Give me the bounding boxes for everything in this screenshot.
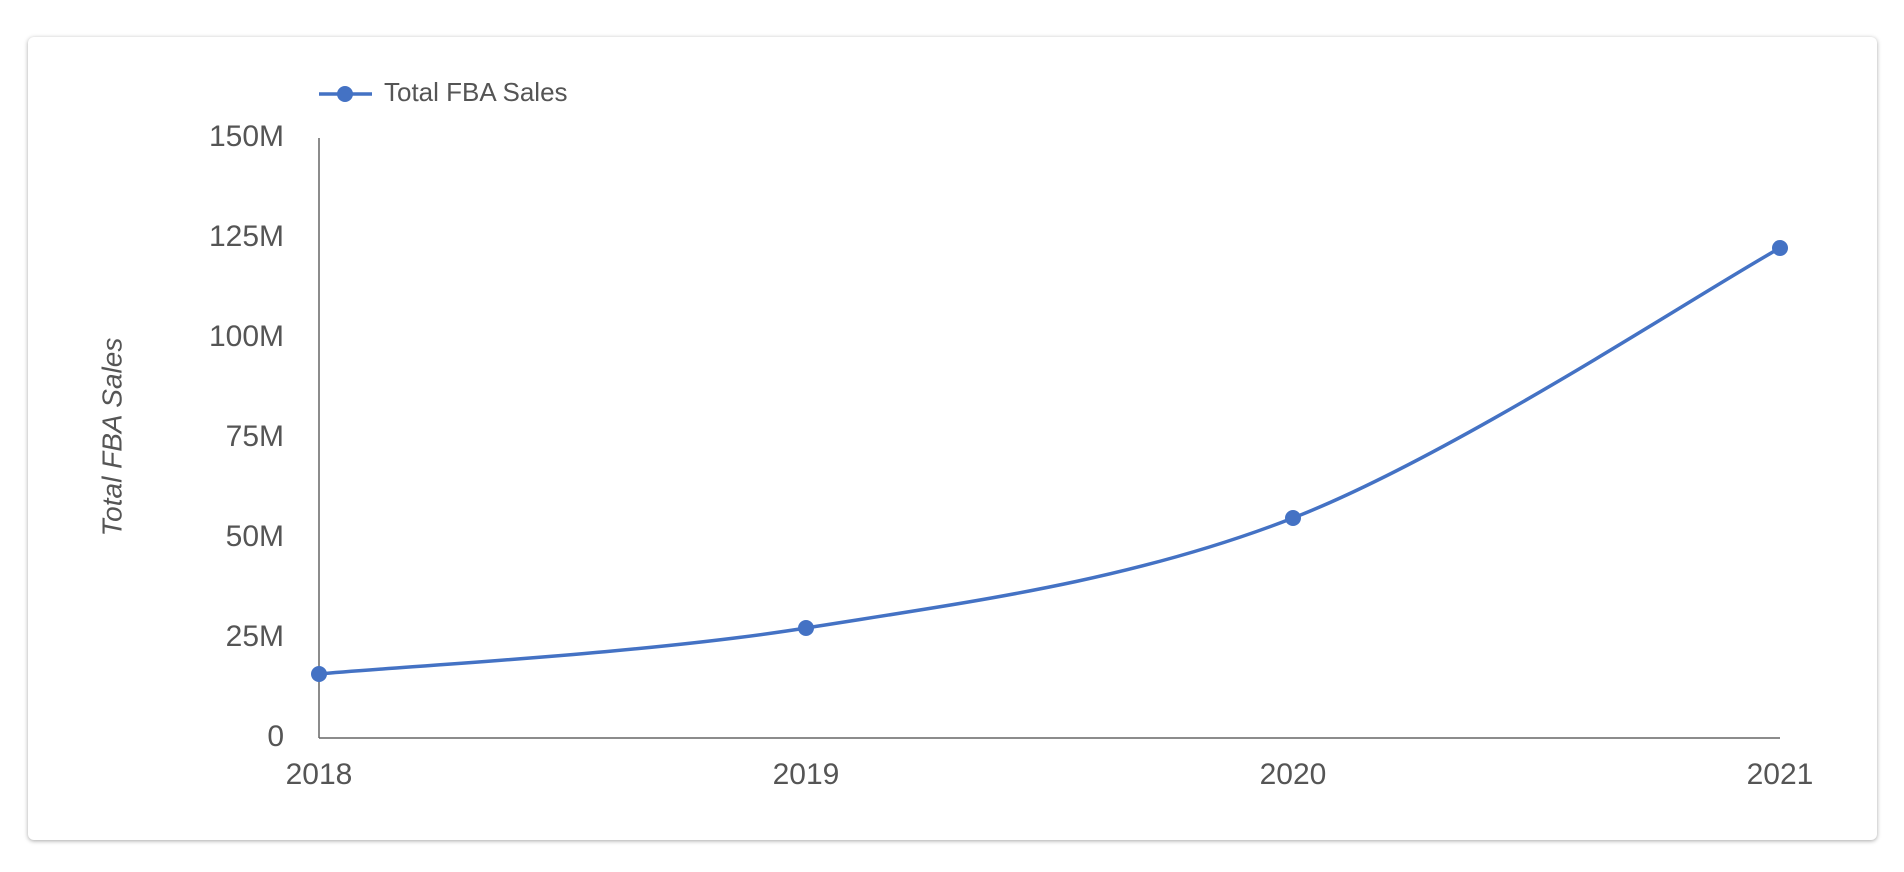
legend-marker bbox=[337, 86, 353, 102]
data-point bbox=[1285, 510, 1301, 526]
legend-label: Total FBA Sales bbox=[384, 77, 568, 107]
y-tick-label: 125M bbox=[209, 220, 284, 253]
y-tick-label: 75M bbox=[226, 420, 284, 453]
x-tick-label: 2021 bbox=[1747, 758, 1814, 791]
x-tick-label: 2020 bbox=[1260, 758, 1327, 791]
y-axis-title: Total FBA Sales bbox=[96, 338, 127, 537]
x-tick-label: 2018 bbox=[286, 758, 353, 791]
y-tick-label: 150M bbox=[209, 120, 284, 153]
data-point bbox=[798, 620, 814, 636]
chart-card bbox=[28, 37, 1877, 840]
series-line bbox=[318, 246, 1781, 676]
data-point bbox=[1772, 240, 1788, 256]
y-tick-label: 0 bbox=[267, 720, 284, 753]
y-tick-label: 100M bbox=[209, 320, 284, 353]
y-tick-label: 50M bbox=[226, 520, 284, 553]
x-tick-label: 2019 bbox=[773, 758, 840, 791]
data-point bbox=[311, 666, 327, 682]
y-tick-label: 25M bbox=[226, 620, 284, 653]
